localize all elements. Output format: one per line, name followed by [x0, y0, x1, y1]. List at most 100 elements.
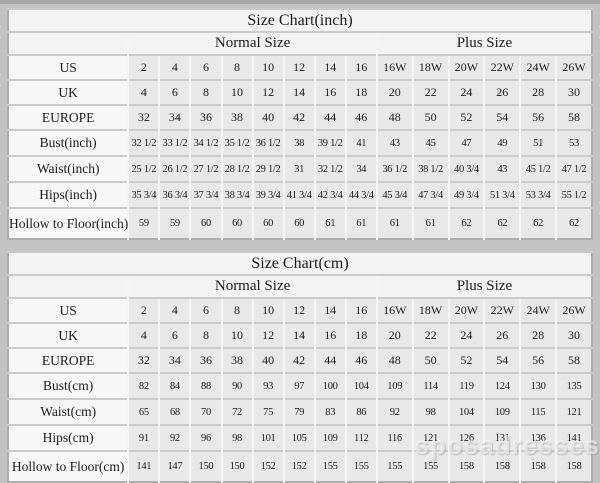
table-row: Hips(inch) 35 3/4 36 3/4 37 3/4 38 3/4 39 3/4… [8, 181, 592, 208]
table-cell: 8 [189, 79, 222, 105]
row-label: EUROPE [8, 104, 129, 130]
table-cell: 38 [220, 347, 253, 373]
table-cell: 131 [483, 424, 521, 451]
table-cell: 58 [555, 104, 592, 130]
table-cell: 44 [313, 347, 346, 373]
table-cell: 62 [519, 207, 557, 239]
table-cell: 56 [519, 347, 557, 373]
table-cell: 24W [519, 54, 557, 80]
table-cell: 41 3/4 [282, 181, 315, 208]
table-cell: 72 [220, 398, 253, 425]
table-cell: 36 1/2 [375, 155, 413, 182]
table-cell: 10 [251, 54, 284, 80]
table-cell: 130 [519, 372, 557, 399]
table-cell: 8 [220, 54, 253, 80]
table-cell: 33 1/2 [158, 129, 191, 156]
row-label: Hollow to Floor(cm) [8, 450, 129, 482]
table-cell: 25 1/2 [127, 155, 160, 182]
normal-size-header: Normal Size [127, 31, 377, 55]
table-row: US 2 4 6 8 10 12 14 16 16W 18W 20W 22W 24W 26W [8, 54, 592, 80]
table-cell: 14 [282, 322, 315, 348]
row-label: EUROPE [8, 347, 129, 373]
table-cell: 109 [483, 398, 521, 425]
table-row: Hollow to Floor(inch) 59 59 60 60 60 60 61 61 61 6… [8, 207, 592, 239]
table-cell: 155 [313, 450, 346, 482]
row-label: Hips(inch) [8, 181, 129, 208]
table-cell: 121 [555, 398, 592, 425]
table-cell: 18W [411, 54, 449, 80]
table-cell: 62 [447, 207, 485, 239]
table-cell: 42 3/4 [313, 181, 346, 208]
table-cell: 150 [189, 450, 222, 482]
table-cell: 62 [555, 207, 592, 239]
table-cell: 88 [189, 372, 222, 399]
table-cell: 44 [313, 104, 346, 130]
table-cell: 116 [375, 424, 413, 451]
table-cell: 104 [447, 398, 485, 425]
table-cell: 53 3/4 [519, 181, 557, 208]
table-cell: 14 [313, 54, 346, 80]
row-label: UK [8, 79, 129, 105]
table-cell: 93 [251, 372, 284, 399]
table-cell: 27 1/2 [189, 155, 222, 182]
table-cell: 68 [158, 398, 191, 425]
table-cell: 38 3/4 [220, 181, 253, 208]
table-cell: 43 [483, 155, 521, 182]
table-cell: 2 [127, 54, 160, 80]
table-cell: 53 [555, 129, 592, 156]
table-cell: 97 [282, 372, 315, 399]
table-cell: 24 [447, 79, 485, 105]
table-cell: 96 [189, 424, 222, 451]
table-cell: 48 [375, 104, 413, 130]
normal-size-header: Normal Size [127, 274, 377, 298]
table-cell: 39 3/4 [251, 181, 284, 208]
table-cell: 35 3/4 [127, 181, 160, 208]
table-cell: 10 [220, 79, 253, 105]
table-cell: 26 1/2 [158, 155, 191, 182]
table-cell: 141 [555, 424, 592, 451]
table-cell: 115 [519, 398, 557, 425]
table-cell: 6 [158, 79, 191, 105]
table-cell: 61 [375, 207, 413, 239]
table-row: EUROPE 32 34 36 38 40 42 44 46 48 50 52 54 56 58 [8, 347, 592, 373]
row-label: UK [8, 322, 129, 348]
table-cell: 26W [555, 54, 592, 80]
table-cell: 24 [447, 322, 485, 348]
table-cell: 8 [189, 322, 222, 348]
table-cell: 141 [127, 450, 160, 482]
table-cell: 119 [447, 372, 485, 399]
table-cell: 20 [375, 79, 413, 105]
table-cell: 54 [483, 347, 521, 373]
table-cell: 52 [447, 104, 485, 130]
table-cell: 18W [411, 297, 449, 323]
table-cell: 16 [313, 322, 346, 348]
size-chart-cm-section: Size Chart(cm) Normal Size Plus Size US 2 4 6 8… [7, 251, 593, 483]
row-label: US [8, 297, 129, 323]
table-cell: 155 [375, 450, 413, 482]
table-cell: 65 [127, 398, 160, 425]
table-cell: 16W [375, 54, 413, 80]
table-cell: 51 3/4 [483, 181, 521, 208]
table-cell: 47 1/2 [555, 155, 592, 182]
row-label: Hips(cm) [8, 424, 129, 451]
table-cell: 46 [344, 347, 377, 373]
table-cell: 4 [127, 322, 160, 348]
table-cell: 34 1/2 [189, 129, 222, 156]
table-cell: 45 1/2 [519, 155, 557, 182]
table-cell: 18 [344, 79, 377, 105]
table-row: US 2 4 6 8 10 12 14 16 16W 18W 20W 22W 24W 26W [8, 297, 592, 323]
size-chart-inch-section: Size Chart(inch) Normal Size Plus Size US 2 4… [7, 8, 593, 240]
table-cell: 60 [282, 207, 315, 239]
table-cell: 31 [282, 155, 315, 182]
table-cell: 52 [447, 347, 485, 373]
table-cell: 50 [411, 347, 449, 373]
table-cell: 14 [282, 79, 315, 105]
table-cell: 34 [158, 347, 191, 373]
table-cell: 16 [344, 54, 377, 80]
table-cell: 6 [189, 297, 222, 323]
table-cell: 105 [282, 424, 315, 451]
table-cell: 126 [447, 424, 485, 451]
table-cell: 4 [158, 54, 191, 80]
table-cell: 62 [483, 207, 521, 239]
table-cell: 28 [519, 79, 557, 105]
